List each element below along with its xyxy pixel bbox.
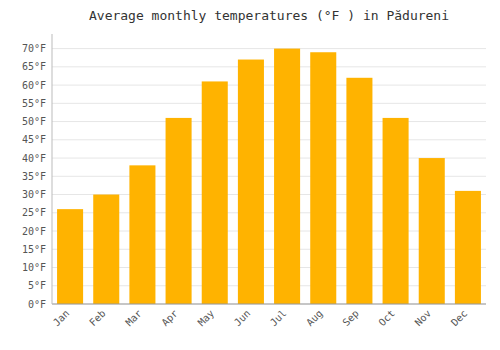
bar — [274, 49, 300, 304]
y-tick-label: 50°F — [22, 116, 46, 127]
bar — [383, 118, 409, 304]
y-tick-label: 5°F — [28, 280, 46, 291]
bar — [455, 191, 481, 304]
chart: Average monthly temperatures (°F ) in Pă… — [0, 0, 500, 350]
y-tick-label: 55°F — [22, 98, 46, 109]
y-tick-label: 10°F — [22, 262, 46, 273]
y-axis — [52, 34, 53, 304]
y-tick-label: 15°F — [22, 244, 46, 255]
bar — [310, 52, 336, 304]
grid-line — [52, 66, 486, 67]
grid-line — [52, 48, 486, 49]
bar — [202, 81, 228, 304]
y-tick-label: 20°F — [22, 226, 46, 237]
x-tick-label: May — [196, 308, 217, 329]
grid-line — [52, 85, 486, 86]
y-tick-label: 70°F — [22, 43, 46, 54]
grid-line — [52, 103, 486, 104]
bar — [57, 209, 83, 304]
x-tick-label: Jan — [51, 308, 72, 329]
y-tick-label: 25°F — [22, 207, 46, 218]
bars — [57, 49, 481, 304]
x-tick-label: Feb — [87, 308, 108, 329]
grid-line — [52, 121, 486, 122]
grid — [52, 49, 486, 304]
x-axis — [52, 304, 486, 305]
x-tick-label: Nov — [413, 308, 434, 329]
bar — [346, 78, 372, 304]
y-tick-label: 40°F — [22, 153, 46, 164]
y-tick-label: 30°F — [22, 189, 46, 200]
x-tick-label: Apr — [159, 308, 180, 329]
x-tick-label: Aug — [304, 308, 325, 329]
bar — [166, 118, 192, 304]
y-tick-label: 60°F — [22, 80, 46, 91]
title: Average monthly temperatures (°F ) in Pă… — [89, 8, 449, 23]
x-tick-label: Oct — [376, 308, 397, 329]
x-tick-label: Sep — [340, 308, 361, 329]
bar — [93, 195, 119, 304]
bar — [129, 165, 155, 304]
grid-line — [52, 139, 486, 140]
bar — [238, 60, 264, 304]
y-tick-label: 65°F — [22, 61, 46, 72]
grid-line — [52, 304, 486, 305]
x-tick-label: Mar — [123, 308, 144, 329]
y-tick-label: 35°F — [22, 171, 46, 182]
x-tick-label: Dec — [449, 308, 470, 329]
x-tick-label: Jun — [232, 308, 253, 329]
x-tick-label: Jul — [268, 308, 289, 329]
y-tick-label: 45°F — [22, 134, 46, 145]
bar — [419, 158, 445, 304]
y-tick-label: 0°F — [28, 299, 46, 310]
